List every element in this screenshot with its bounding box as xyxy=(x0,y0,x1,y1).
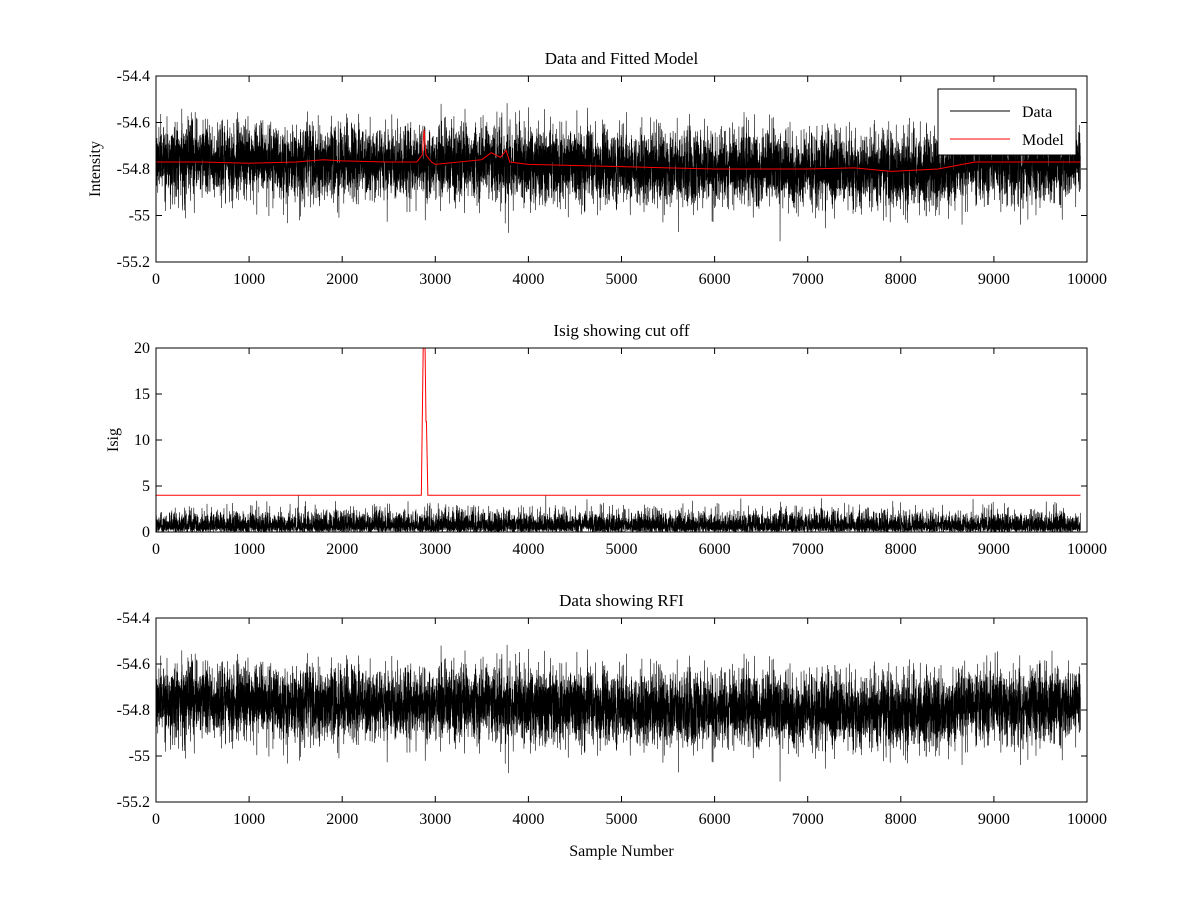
series-2-line xyxy=(156,348,1081,496)
y-tick-label: 0 xyxy=(142,524,150,541)
y-tick-label: 5 xyxy=(142,478,150,495)
x-tick-label: 7000 xyxy=(792,541,824,558)
chart-title: Data showing RFI xyxy=(559,591,684,610)
x-axis-label: Sample Number xyxy=(569,843,674,860)
series-1-line xyxy=(156,644,1081,782)
y-axis-label: Intensity xyxy=(87,141,104,197)
y-tick-label: 15 xyxy=(134,386,150,403)
y-tick-label: 20 xyxy=(134,340,150,357)
x-tick-label: 6000 xyxy=(699,811,731,828)
y-tick-label: -54.4 xyxy=(117,610,150,627)
x-tick-label: 2000 xyxy=(326,541,358,558)
x-tick-label: 8000 xyxy=(885,811,917,828)
y-tick-label: -55 xyxy=(129,748,150,765)
x-tick-label: 9000 xyxy=(978,811,1010,828)
y-tick-label: -55.2 xyxy=(117,254,150,271)
axes-frame xyxy=(155,347,1088,533)
y-tick-label: -55 xyxy=(129,208,150,225)
y-tick-label: -54.8 xyxy=(117,161,150,178)
x-tick-label: 0 xyxy=(152,811,160,828)
subplot-2: 0 1000 2000 3000 4000 5000 6000 7000 8000 9000 100… xyxy=(105,321,1107,558)
y-axis-label: Isig xyxy=(105,428,122,452)
y-tick-label: 10 xyxy=(134,432,150,449)
legend-box xyxy=(937,88,1077,156)
model-line xyxy=(156,129,1081,172)
legend: Data Model xyxy=(937,88,1077,156)
x-tick-label: 9000 xyxy=(978,541,1010,558)
x-tick-label: 4000 xyxy=(512,811,544,828)
x-tick-label: 6000 xyxy=(699,271,731,288)
x-tick-label: 5000 xyxy=(606,541,638,558)
y-tick-label: -54.4 xyxy=(117,68,150,85)
legend-label-data: Data xyxy=(1022,104,1052,121)
y-tick-label: -54.8 xyxy=(117,702,150,719)
x-tick-label: 1000 xyxy=(233,811,265,828)
subplot-1: 0 1000 2000 3000 4000 5000 6000 7000 8000 9000 100… xyxy=(87,49,1107,288)
y-tick-label: -55.2 xyxy=(117,794,150,811)
x-tick-label: 10000 xyxy=(1067,541,1107,558)
y-tick-label: -54.6 xyxy=(117,656,150,673)
x-tick-label: 0 xyxy=(152,541,160,558)
x-tick-label: 7000 xyxy=(792,271,824,288)
x-tick-label: 3000 xyxy=(419,811,451,828)
x-tick-label: 2000 xyxy=(326,271,358,288)
x-tick-label: 5000 xyxy=(606,811,638,828)
x-tick-label: 3000 xyxy=(419,271,451,288)
plot-area xyxy=(156,348,1081,532)
x-tick-label: 3000 xyxy=(419,541,451,558)
x-tick-label: 8000 xyxy=(885,271,917,288)
chart-title: Data and Fitted Model xyxy=(545,49,699,68)
chart-title: Isig showing cut off xyxy=(553,321,689,340)
x-tick-label: 10000 xyxy=(1067,811,1107,828)
data-line xyxy=(156,103,1081,242)
x-tick-label: 2000 xyxy=(326,811,358,828)
x-tick-label: 9000 xyxy=(978,271,1010,288)
x-tick-label: 1000 xyxy=(233,271,265,288)
plot-area xyxy=(156,644,1081,782)
x-tick-label: 0 xyxy=(152,271,160,288)
legend-label-model: Model xyxy=(1022,132,1064,149)
x-tick-label: 8000 xyxy=(885,541,917,558)
x-tick-label: 4000 xyxy=(512,271,544,288)
x-tick-label: 10000 xyxy=(1067,271,1107,288)
plot-area xyxy=(156,103,1081,242)
y-tick-label: -54.6 xyxy=(117,115,150,132)
x-tick-label: 6000 xyxy=(699,541,731,558)
series-1-line xyxy=(156,495,1081,532)
x-tick-label: 1000 xyxy=(233,541,265,558)
x-tick-label: 7000 xyxy=(792,811,824,828)
subplot-3: 0 1000 2000 3000 4000 5000 6000 7000 8000 9000 100… xyxy=(117,591,1107,860)
x-tick-label: 4000 xyxy=(512,541,544,558)
x-tick-label: 5000 xyxy=(606,271,638,288)
